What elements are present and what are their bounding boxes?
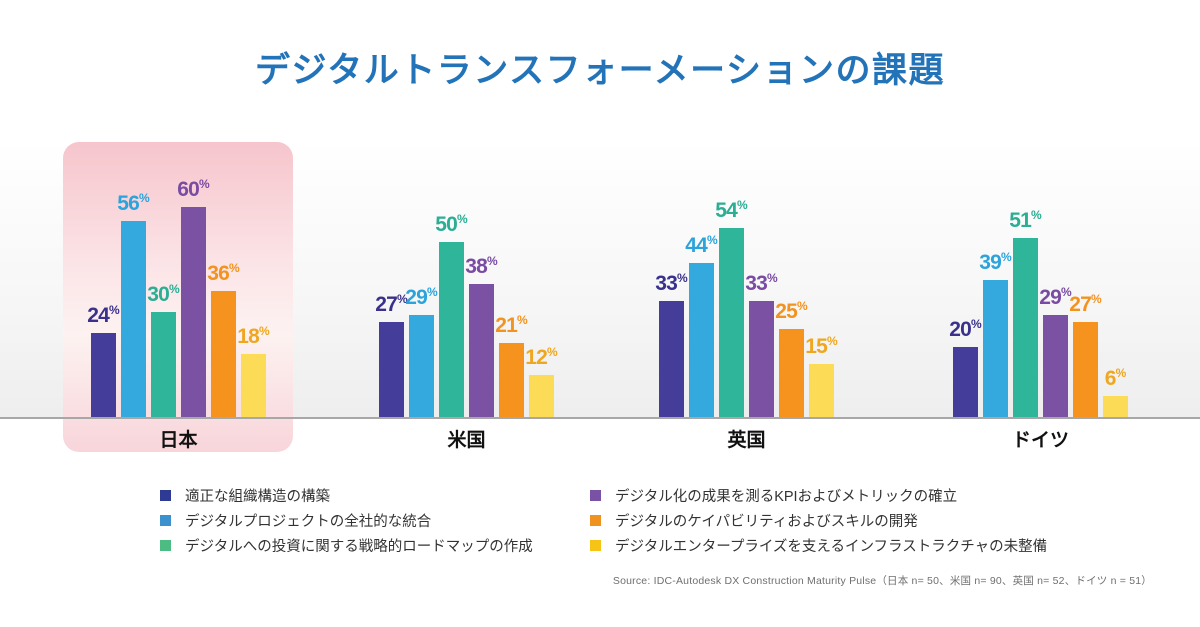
bar-group-usa: 27% 29% 50% 38% 21% 12% bbox=[375, 0, 558, 417]
bar-usa-series-1 bbox=[409, 315, 434, 417]
bar-japan-series-5 bbox=[241, 354, 266, 417]
bar-value-label: 29% bbox=[1039, 285, 1072, 309]
bar-uk-series-0 bbox=[659, 301, 684, 417]
bar-value-label: 6% bbox=[1104, 366, 1127, 390]
bar-germany-series-0 bbox=[953, 347, 978, 417]
category-label-germany: ドイツ bbox=[1011, 430, 1070, 451]
legend-item-label: デジタルのケイパビリティおよびスキルの開発 bbox=[615, 514, 918, 530]
bar-group-uk: 33% 44% 54% 33% 25% 15% bbox=[655, 0, 838, 417]
bar-value-label: 60% bbox=[177, 177, 210, 201]
bar-value-label: 54% bbox=[715, 198, 748, 222]
category-label-usa: 米国 bbox=[447, 430, 486, 451]
bar-germany-series-1 bbox=[983, 280, 1008, 417]
bar-value-label: 51% bbox=[1009, 208, 1042, 232]
bar-japan-series-1 bbox=[121, 221, 146, 417]
bar-japan-series-3 bbox=[181, 207, 206, 417]
bar-value-label: 25% bbox=[775, 299, 808, 323]
bar-value-label: 56% bbox=[117, 191, 150, 215]
bar-uk-series-5 bbox=[809, 364, 834, 417]
legend-item-label: デジタルエンタープライズを支えるインフラストラクチャの未整備 bbox=[615, 539, 1048, 555]
bar-usa-series-5 bbox=[529, 375, 554, 417]
bar-uk-series-2 bbox=[719, 228, 744, 417]
bar-group-japan: 24% 56% 30% 60% 36% 18% bbox=[87, 0, 270, 417]
legend-item: デジタルエンタープライズを支えるインフラストラクチャの未整備 bbox=[590, 533, 1047, 558]
bar-value-label: 30% bbox=[147, 282, 180, 306]
bar-value-label: 18% bbox=[237, 324, 270, 348]
legend-item: デジタル化の成果を測るKPIおよびメトリックの確立 bbox=[590, 483, 1047, 508]
legend-color-swatch bbox=[590, 540, 601, 551]
legend-color-swatch bbox=[590, 515, 601, 526]
bar-usa-series-3 bbox=[469, 284, 494, 417]
bar-uk-series-3 bbox=[749, 301, 774, 417]
bar-value-label: 39% bbox=[979, 250, 1012, 274]
source-note: Source: IDC-Autodesk DX Construction Mat… bbox=[612, 575, 1152, 587]
legend: 適正な組織構造の構築デジタルプロジェクトの全社的な統合デジタルへの投資に関する戦… bbox=[0, 483, 1200, 563]
legend-color-swatch bbox=[160, 515, 171, 526]
legend-item-label: 適正な組織構造の構築 bbox=[185, 489, 330, 505]
legend-item: 適正な組織構造の構築 bbox=[160, 483, 533, 508]
chart-title: デジタルトランスフォーメーションの課題 bbox=[254, 51, 945, 90]
bar-usa-series-4 bbox=[499, 343, 524, 417]
x-axis-line bbox=[0, 417, 1200, 419]
bar-usa-series-0 bbox=[379, 322, 404, 417]
bar-value-label: 15% bbox=[805, 334, 838, 358]
bar-value-label: 20% bbox=[949, 317, 982, 341]
legend-item: デジタルへの投資に関する戦略的ロードマップの作成 bbox=[160, 533, 533, 558]
bar-value-label: 33% bbox=[655, 271, 688, 295]
category-label-uk: 英国 bbox=[727, 430, 766, 451]
bar-value-label: 33% bbox=[745, 271, 778, 295]
category-label-japan: 日本 bbox=[159, 430, 198, 451]
bar-value-label: 27% bbox=[375, 292, 408, 316]
chart-area: 24% 56% 30% 60% 36% 18% 27% 29% 50% 38% 21% 12% 33% 4… bbox=[0, 0, 1200, 452]
bar-japan-series-0 bbox=[91, 333, 116, 417]
bar-value-label: 36% bbox=[207, 261, 240, 285]
bar-value-label: 50% bbox=[435, 212, 468, 236]
legend-item: デジタルのケイパビリティおよびスキルの開発 bbox=[590, 508, 1047, 533]
legend-color-swatch bbox=[590, 490, 601, 501]
bar-value-label: 38% bbox=[465, 254, 498, 278]
bar-usa-series-2 bbox=[439, 242, 464, 417]
bar-germany-series-5 bbox=[1103, 396, 1128, 417]
bar-group-germany: 20% 39% 51% 29% 27% 6% bbox=[949, 0, 1128, 417]
bar-uk-series-1 bbox=[689, 263, 714, 417]
bar-germany-series-3 bbox=[1043, 315, 1068, 417]
legend-item-label: デジタルへの投資に関する戦略的ロードマップの作成 bbox=[185, 539, 533, 555]
bar-value-label: 21% bbox=[495, 313, 528, 337]
legend-item-label: デジタル化の成果を測るKPIおよびメトリックの確立 bbox=[615, 489, 958, 505]
legend-column-left: 適正な組織構造の構築デジタルプロジェクトの全社的な統合デジタルへの投資に関する戦… bbox=[160, 483, 533, 558]
legend-item: デジタルプロジェクトの全社的な統合 bbox=[160, 508, 533, 533]
bar-value-label: 44% bbox=[685, 233, 718, 257]
bar-value-label: 24% bbox=[87, 303, 120, 327]
legend-item-label: デジタルプロジェクトの全社的な統合 bbox=[185, 514, 432, 530]
bar-japan-series-4 bbox=[211, 291, 236, 417]
bar-germany-series-2 bbox=[1013, 238, 1038, 417]
bar-germany-series-4 bbox=[1073, 322, 1098, 417]
legend-color-swatch bbox=[160, 490, 171, 501]
legend-column-right: デジタル化の成果を測るKPIおよびメトリックの確立 デジタルのケイパビリティおよび… bbox=[590, 483, 1047, 558]
bar-japan-series-2 bbox=[151, 312, 176, 417]
bar-value-label: 29% bbox=[405, 285, 438, 309]
legend-color-swatch bbox=[160, 540, 171, 551]
bar-value-label: 12% bbox=[525, 345, 558, 369]
bar-value-label: 27% bbox=[1069, 292, 1102, 316]
bar-uk-series-4 bbox=[779, 329, 804, 417]
